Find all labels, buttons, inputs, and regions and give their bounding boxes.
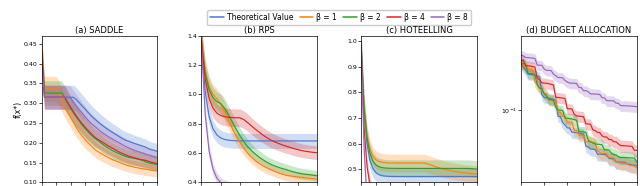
Title: (b) RPS: (b) RPS: [244, 26, 275, 35]
Title: (c) HOTEELLING: (c) HOTEELLING: [386, 26, 452, 35]
Legend: Theoretical Value, β = 1, β = 2, β = 4, β = 8: Theoretical Value, β = 1, β = 2, β = 4, …: [207, 10, 471, 25]
Title: (d) BUDGET ALLOCATION: (d) BUDGET ALLOCATION: [526, 26, 632, 35]
Title: (a) SADDLE: (a) SADDLE: [76, 26, 124, 35]
Y-axis label: f(x*): f(x*): [13, 101, 22, 118]
